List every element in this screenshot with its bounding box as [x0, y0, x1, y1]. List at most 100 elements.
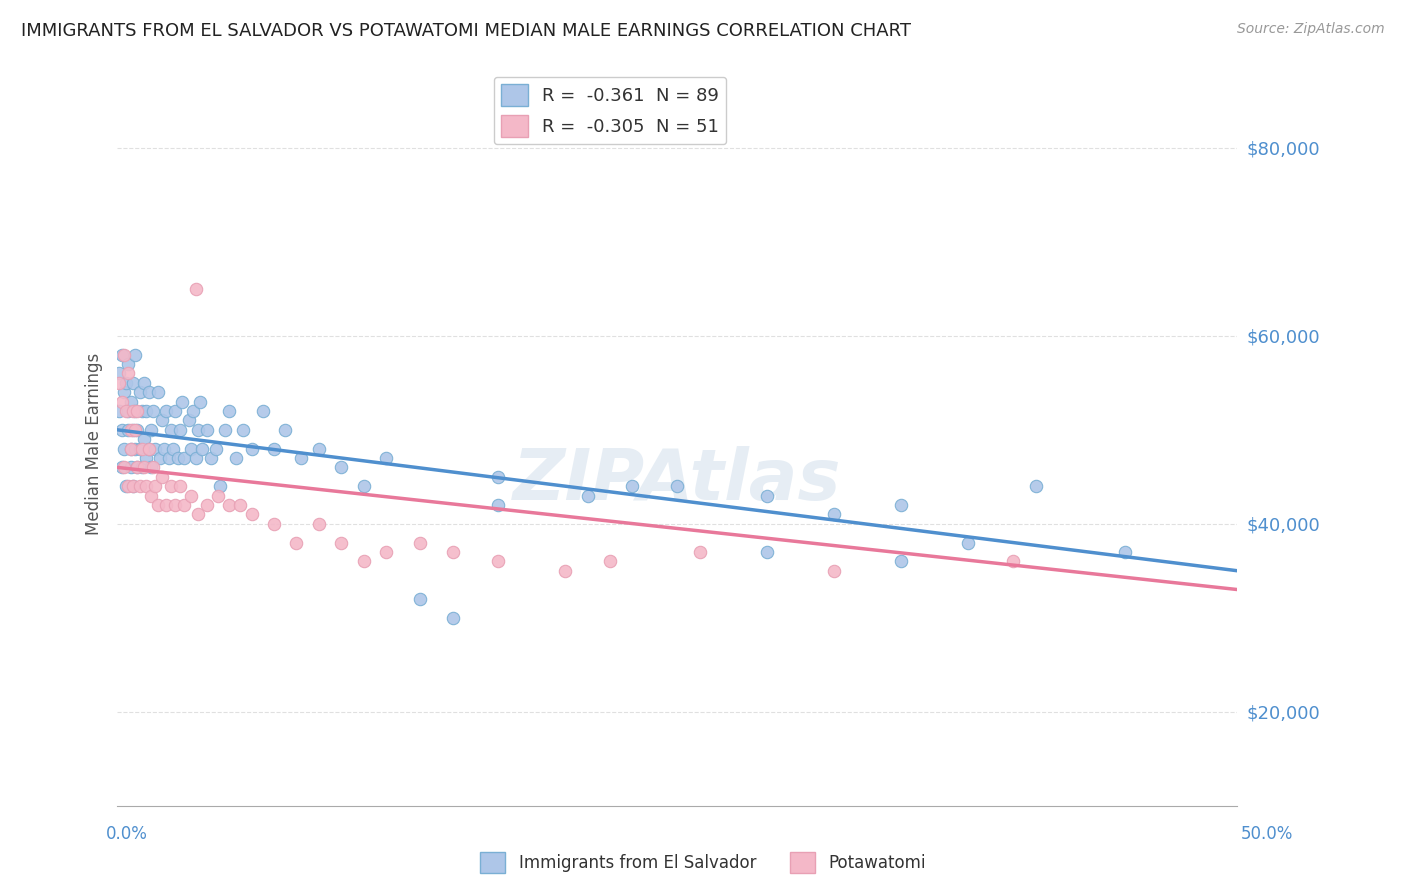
- Point: [263, 516, 285, 531]
- Point: [122, 479, 145, 493]
- Point: [290, 450, 312, 465]
- Point: [139, 489, 162, 503]
- Text: ZIPAtlas: ZIPAtlas: [513, 446, 841, 515]
- Point: [1002, 554, 1025, 568]
- Point: [143, 479, 166, 493]
- Point: [108, 376, 131, 390]
- Point: [124, 442, 146, 456]
- Point: [169, 423, 191, 437]
- Point: [122, 376, 145, 390]
- Point: [111, 460, 134, 475]
- Point: [127, 460, 149, 475]
- Point: [330, 460, 353, 475]
- Point: [132, 460, 155, 475]
- Point: [155, 498, 177, 512]
- Point: [823, 564, 845, 578]
- Point: [240, 508, 263, 522]
- Point: [240, 442, 263, 456]
- Point: [195, 498, 218, 512]
- Point: [111, 348, 134, 362]
- Point: [173, 498, 195, 512]
- Point: [135, 404, 157, 418]
- Point: [165, 404, 187, 418]
- Point: [180, 442, 202, 456]
- Point: [330, 535, 353, 549]
- Point: [115, 404, 138, 418]
- Point: [117, 404, 139, 418]
- Point: [127, 460, 149, 475]
- Point: [187, 508, 209, 522]
- Point: [138, 385, 160, 400]
- Point: [150, 470, 173, 484]
- Point: [1114, 545, 1136, 559]
- Point: [755, 489, 778, 503]
- Point: [308, 442, 330, 456]
- Point: [112, 348, 135, 362]
- Point: [149, 450, 172, 465]
- Point: [120, 442, 142, 456]
- Point: [112, 442, 135, 456]
- Point: [127, 404, 149, 418]
- Point: [188, 394, 211, 409]
- Point: [120, 460, 142, 475]
- Point: [441, 545, 464, 559]
- Point: [666, 479, 689, 493]
- Point: [132, 376, 155, 390]
- Point: [153, 442, 176, 456]
- Text: Source: ZipAtlas.com: Source: ZipAtlas.com: [1237, 22, 1385, 37]
- Point: [146, 385, 169, 400]
- Point: [117, 367, 139, 381]
- Point: [108, 367, 131, 381]
- Point: [209, 479, 232, 493]
- Point: [124, 423, 146, 437]
- Point: [111, 423, 134, 437]
- Point: [160, 423, 183, 437]
- Point: [177, 413, 200, 427]
- Point: [131, 460, 153, 475]
- Point: [890, 554, 912, 568]
- Point: [554, 564, 576, 578]
- Point: [117, 479, 139, 493]
- Point: [142, 460, 165, 475]
- Point: [218, 498, 240, 512]
- Point: [120, 394, 142, 409]
- Point: [122, 423, 145, 437]
- Point: [131, 404, 153, 418]
- Point: [191, 442, 214, 456]
- Point: [689, 545, 711, 559]
- Point: [486, 554, 509, 568]
- Point: [165, 498, 187, 512]
- Point: [117, 423, 139, 437]
- Point: [957, 535, 980, 549]
- Point: [263, 442, 285, 456]
- Legend: Immigrants from El Salvador, Potawatomi: Immigrants from El Salvador, Potawatomi: [474, 846, 932, 880]
- Point: [184, 450, 207, 465]
- Point: [139, 460, 162, 475]
- Point: [160, 479, 183, 493]
- Point: [143, 442, 166, 456]
- Point: [408, 591, 430, 606]
- Point: [122, 479, 145, 493]
- Point: [108, 404, 131, 418]
- Point: [138, 442, 160, 456]
- Point: [225, 450, 247, 465]
- Point: [195, 423, 218, 437]
- Point: [252, 404, 274, 418]
- Point: [187, 423, 209, 437]
- Point: [232, 423, 254, 437]
- Point: [138, 442, 160, 456]
- Point: [353, 554, 375, 568]
- Point: [111, 394, 134, 409]
- Point: [229, 498, 252, 512]
- Point: [115, 376, 138, 390]
- Point: [146, 498, 169, 512]
- Text: 50.0%: 50.0%: [1241, 825, 1294, 843]
- Point: [408, 535, 430, 549]
- Point: [117, 357, 139, 371]
- Point: [135, 450, 157, 465]
- Point: [173, 450, 195, 465]
- Point: [576, 489, 599, 503]
- Point: [124, 348, 146, 362]
- Point: [157, 450, 180, 465]
- Point: [169, 479, 191, 493]
